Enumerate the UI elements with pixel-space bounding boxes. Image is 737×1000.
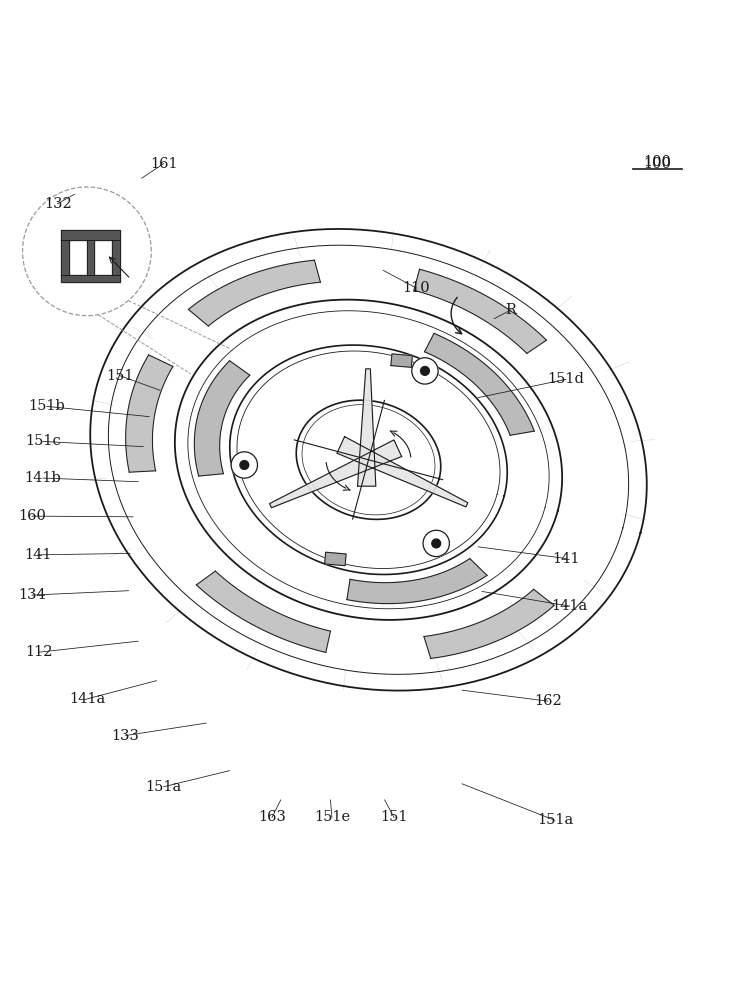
Polygon shape <box>61 232 120 282</box>
Text: 160: 160 <box>18 509 46 523</box>
Text: 151a: 151a <box>537 813 573 827</box>
Text: 151e: 151e <box>314 810 350 824</box>
Polygon shape <box>61 230 120 240</box>
Text: 141: 141 <box>552 552 580 566</box>
Polygon shape <box>391 354 412 367</box>
Polygon shape <box>126 355 173 472</box>
Text: 161: 161 <box>150 157 178 171</box>
Text: 112: 112 <box>26 645 53 659</box>
Polygon shape <box>424 589 554 658</box>
Text: 141a: 141a <box>551 599 588 613</box>
Text: 100: 100 <box>643 157 671 171</box>
Polygon shape <box>347 559 487 604</box>
Circle shape <box>412 358 438 384</box>
Polygon shape <box>23 187 151 316</box>
Polygon shape <box>61 240 69 275</box>
Polygon shape <box>113 240 120 275</box>
Circle shape <box>432 539 441 548</box>
Text: 141b: 141b <box>24 471 61 485</box>
Text: 151: 151 <box>380 810 408 824</box>
Polygon shape <box>196 571 330 652</box>
Text: 110: 110 <box>402 281 430 295</box>
Polygon shape <box>270 440 402 508</box>
Text: R: R <box>506 303 517 317</box>
Polygon shape <box>61 275 120 282</box>
Text: 162: 162 <box>534 694 562 708</box>
Circle shape <box>240 461 248 469</box>
Text: 141a: 141a <box>69 692 105 706</box>
Text: 151d: 151d <box>548 372 584 386</box>
Circle shape <box>423 530 450 557</box>
Polygon shape <box>195 361 250 476</box>
Polygon shape <box>414 269 546 353</box>
Text: 151b: 151b <box>28 399 65 413</box>
Text: 134: 134 <box>18 588 46 602</box>
Text: 151c: 151c <box>25 434 61 448</box>
Circle shape <box>421 367 430 375</box>
Text: 133: 133 <box>112 729 139 743</box>
Text: 151: 151 <box>106 369 133 383</box>
Text: 151a: 151a <box>146 780 182 794</box>
Polygon shape <box>325 552 346 566</box>
Polygon shape <box>357 369 376 486</box>
Text: 132: 132 <box>43 197 71 211</box>
Circle shape <box>231 452 257 478</box>
Polygon shape <box>425 333 534 435</box>
Text: 163: 163 <box>258 810 286 824</box>
Polygon shape <box>189 260 321 326</box>
Text: 141: 141 <box>24 548 52 562</box>
Polygon shape <box>337 437 468 507</box>
Text: 100: 100 <box>643 155 671 169</box>
Polygon shape <box>87 240 94 275</box>
